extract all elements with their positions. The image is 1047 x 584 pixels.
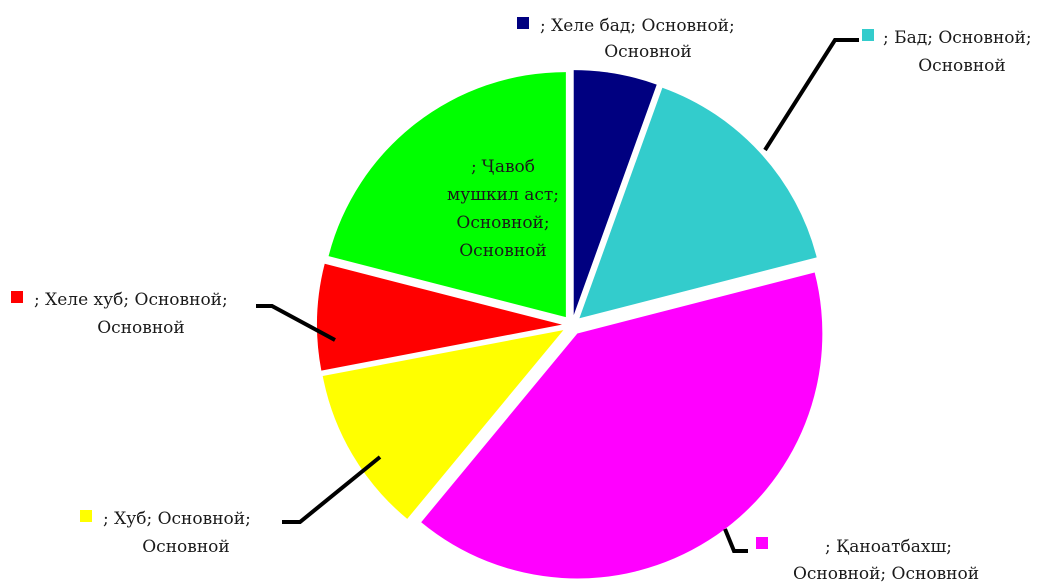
leader-line-qanoatbakhsh [723,528,748,553]
pie-slice-qanoatbakhsh [421,272,823,579]
data-label-line: ; Хеле хуб; Основной; [34,290,228,310]
data-label-line: Основной [97,318,185,338]
legend-key-bad [862,29,874,41]
data-labels: ; Хеле бад; Основной; Основной; Бад; Осно… [11,16,1032,584]
legend-key-khub [80,510,92,522]
data-label-line: ; Бад; Основной; [883,28,1032,48]
data-label-javob-mushkil-ast: ; Ҷавоб мушкил аст; Основной; Основной [447,157,559,261]
data-label-qanoatbakhsh: ; Қаноатбахш; Основной; Основной [793,537,979,584]
pie-slice-khele-khub [317,263,563,371]
data-label-khele-bad: ; Хеле бад; Основной; Основной [540,16,735,62]
data-label-line: мушкил аст; [447,185,559,205]
data-label-khub: ; Хуб; Основной; Основной [103,509,251,557]
legend-key-khele-bad [517,17,529,29]
data-label-line: Основной; [456,213,549,233]
data-label-line: ; Ҷавоб [471,157,535,177]
pie-slice-khub [322,330,564,519]
leader-lines [256,38,859,553]
data-label-line: Основной [918,56,1006,76]
data-label-bad: ; Бад; Основной; Основной [883,28,1032,76]
pie-slice-javob-mushkil-ast [328,72,566,318]
pie-slice-bad [579,87,817,319]
leader-line-khele-khub [256,304,336,342]
data-label-line: Основной [604,42,692,62]
pie-slice-khele-bad [573,70,657,316]
data-label-khele-khub: ; Хеле хуб; Основной; Основной [34,290,228,338]
legend-key-qanoatbakhsh [756,537,768,549]
data-label-line: ; Хеле бад; Основной; [540,16,735,36]
data-label-line: ; Қаноатбахш; [825,537,952,557]
pie-slices [317,70,823,579]
data-label-line: Основной [142,537,230,557]
leader-line-bad [763,38,859,152]
leader-line-khub [282,455,382,524]
data-label-line: Основной; Основной [793,564,979,584]
legend-key-khele-khub [11,291,23,303]
data-label-line: ; Хуб; Основной; [103,509,251,529]
data-label-line: Основной [459,241,547,261]
